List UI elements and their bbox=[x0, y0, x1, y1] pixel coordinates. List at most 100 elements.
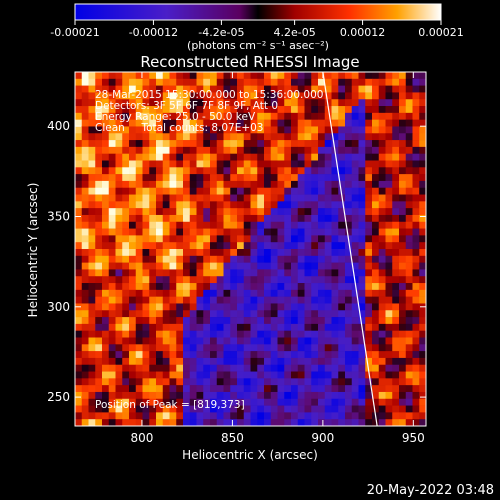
heatmap-cell bbox=[237, 85, 245, 93]
heatmap-cell bbox=[304, 330, 312, 338]
heatmap-cell bbox=[291, 126, 299, 134]
heatmap-cell bbox=[162, 146, 170, 154]
heatmap-cell bbox=[88, 344, 96, 352]
heatmap-cell bbox=[338, 126, 346, 134]
heatmap-cell bbox=[318, 412, 326, 420]
heatmap-cell bbox=[297, 92, 305, 100]
heatmap-cell bbox=[216, 249, 224, 257]
heatmap-cell bbox=[216, 419, 224, 426]
heatmap-cell bbox=[419, 208, 426, 216]
heatmap-cell bbox=[291, 235, 299, 243]
heatmap-cell bbox=[196, 283, 204, 291]
heatmap-cell bbox=[372, 208, 380, 216]
heatmap-cell bbox=[203, 92, 211, 100]
heatmap-cell bbox=[142, 167, 150, 175]
heatmap-cell bbox=[176, 126, 184, 134]
heatmap-cell bbox=[108, 221, 116, 229]
heatmap-cell bbox=[75, 201, 83, 209]
heatmap-cell bbox=[122, 174, 130, 182]
heatmap-cell bbox=[284, 119, 292, 127]
heatmap-cell bbox=[419, 72, 426, 80]
heatmap-cell bbox=[142, 92, 150, 100]
heatmap-cell bbox=[338, 303, 346, 311]
heatmap-cell bbox=[108, 99, 116, 107]
heatmap-cell bbox=[162, 289, 170, 297]
heatmap-cell bbox=[291, 78, 299, 86]
heatmap-cell bbox=[297, 351, 305, 359]
heatmap-cell bbox=[399, 276, 407, 284]
heatmap-cell bbox=[345, 78, 353, 86]
heatmap-cell bbox=[311, 249, 319, 257]
heatmap-cell bbox=[149, 351, 157, 359]
heatmap-cell bbox=[81, 153, 89, 161]
heatmap-cell bbox=[183, 255, 191, 263]
heatmap-cell bbox=[203, 160, 211, 168]
heatmap-cell bbox=[291, 391, 299, 400]
heatmap-cell bbox=[230, 235, 238, 243]
heatmap-cell bbox=[196, 92, 204, 100]
heatmap-cell bbox=[162, 351, 170, 359]
heatmap-cell bbox=[156, 412, 164, 420]
heatmap-cell bbox=[203, 303, 211, 311]
heatmap-cell bbox=[210, 317, 218, 325]
heatmap-cell bbox=[183, 119, 191, 127]
heatmap-cell bbox=[129, 378, 137, 386]
heatmap-cell bbox=[142, 405, 150, 413]
heatmap-cell bbox=[270, 283, 278, 291]
heatmap-cell bbox=[237, 357, 245, 366]
heatmap-cell bbox=[351, 228, 359, 236]
heatmap-cell bbox=[169, 344, 177, 352]
heatmap-cell bbox=[291, 283, 299, 291]
heatmap-cell bbox=[297, 330, 305, 338]
heatmap-cell bbox=[216, 398, 224, 406]
heatmap-cell bbox=[378, 160, 386, 168]
heatmap-cell bbox=[169, 146, 177, 154]
heatmap-cell bbox=[95, 317, 103, 325]
heatmap-cell bbox=[270, 72, 278, 80]
heatmap-cell bbox=[345, 364, 353, 372]
heatmap-cell bbox=[223, 167, 231, 175]
heatmap-cell bbox=[122, 119, 130, 127]
heatmap-cell bbox=[291, 180, 299, 189]
heatmap-cell bbox=[264, 262, 272, 270]
heatmap-cell bbox=[183, 323, 191, 331]
heatmap-cell bbox=[176, 119, 184, 127]
heatmap-cell bbox=[142, 330, 150, 338]
heatmap-cell bbox=[129, 140, 137, 148]
heatmap-cell bbox=[378, 242, 386, 250]
heatmap-cell bbox=[243, 364, 251, 372]
heatmap-cell bbox=[122, 398, 130, 406]
heatmap-cell bbox=[399, 378, 407, 386]
heatmap-cell bbox=[176, 194, 184, 202]
heatmap-cell bbox=[196, 78, 204, 86]
heatmap-cell bbox=[419, 405, 426, 413]
heatmap-cell bbox=[142, 262, 150, 270]
heatmap-cell bbox=[135, 153, 143, 161]
heatmap-cell bbox=[183, 133, 191, 141]
heatmap-cell bbox=[250, 99, 258, 107]
heatmap-cell bbox=[210, 385, 218, 393]
heatmap-cell bbox=[176, 351, 184, 359]
heatmap-cell bbox=[183, 92, 191, 100]
heatmap-cell bbox=[297, 180, 305, 189]
heatmap-cell bbox=[210, 303, 218, 311]
heatmap-cell bbox=[135, 167, 143, 175]
heatmap-cell bbox=[412, 72, 420, 80]
heatmap-cell bbox=[284, 208, 292, 216]
heatmap-cell bbox=[102, 344, 110, 352]
heatmap-cell bbox=[196, 398, 204, 406]
heatmap-cell bbox=[102, 140, 110, 148]
heatmap-cell bbox=[183, 242, 191, 250]
heatmap-cell bbox=[270, 85, 278, 93]
heatmap-cell bbox=[88, 160, 96, 168]
heatmap-cell bbox=[372, 283, 380, 291]
heatmap-cell bbox=[216, 296, 224, 304]
heatmap-cell bbox=[108, 337, 116, 345]
heatmap-cell bbox=[156, 133, 164, 141]
heatmap-cell bbox=[338, 180, 346, 189]
heatmap-cell bbox=[304, 391, 312, 400]
heatmap-cell bbox=[183, 289, 191, 297]
heatmap-cell bbox=[372, 140, 380, 148]
heatmap-cell bbox=[318, 337, 326, 345]
heatmap-cell bbox=[257, 187, 265, 195]
